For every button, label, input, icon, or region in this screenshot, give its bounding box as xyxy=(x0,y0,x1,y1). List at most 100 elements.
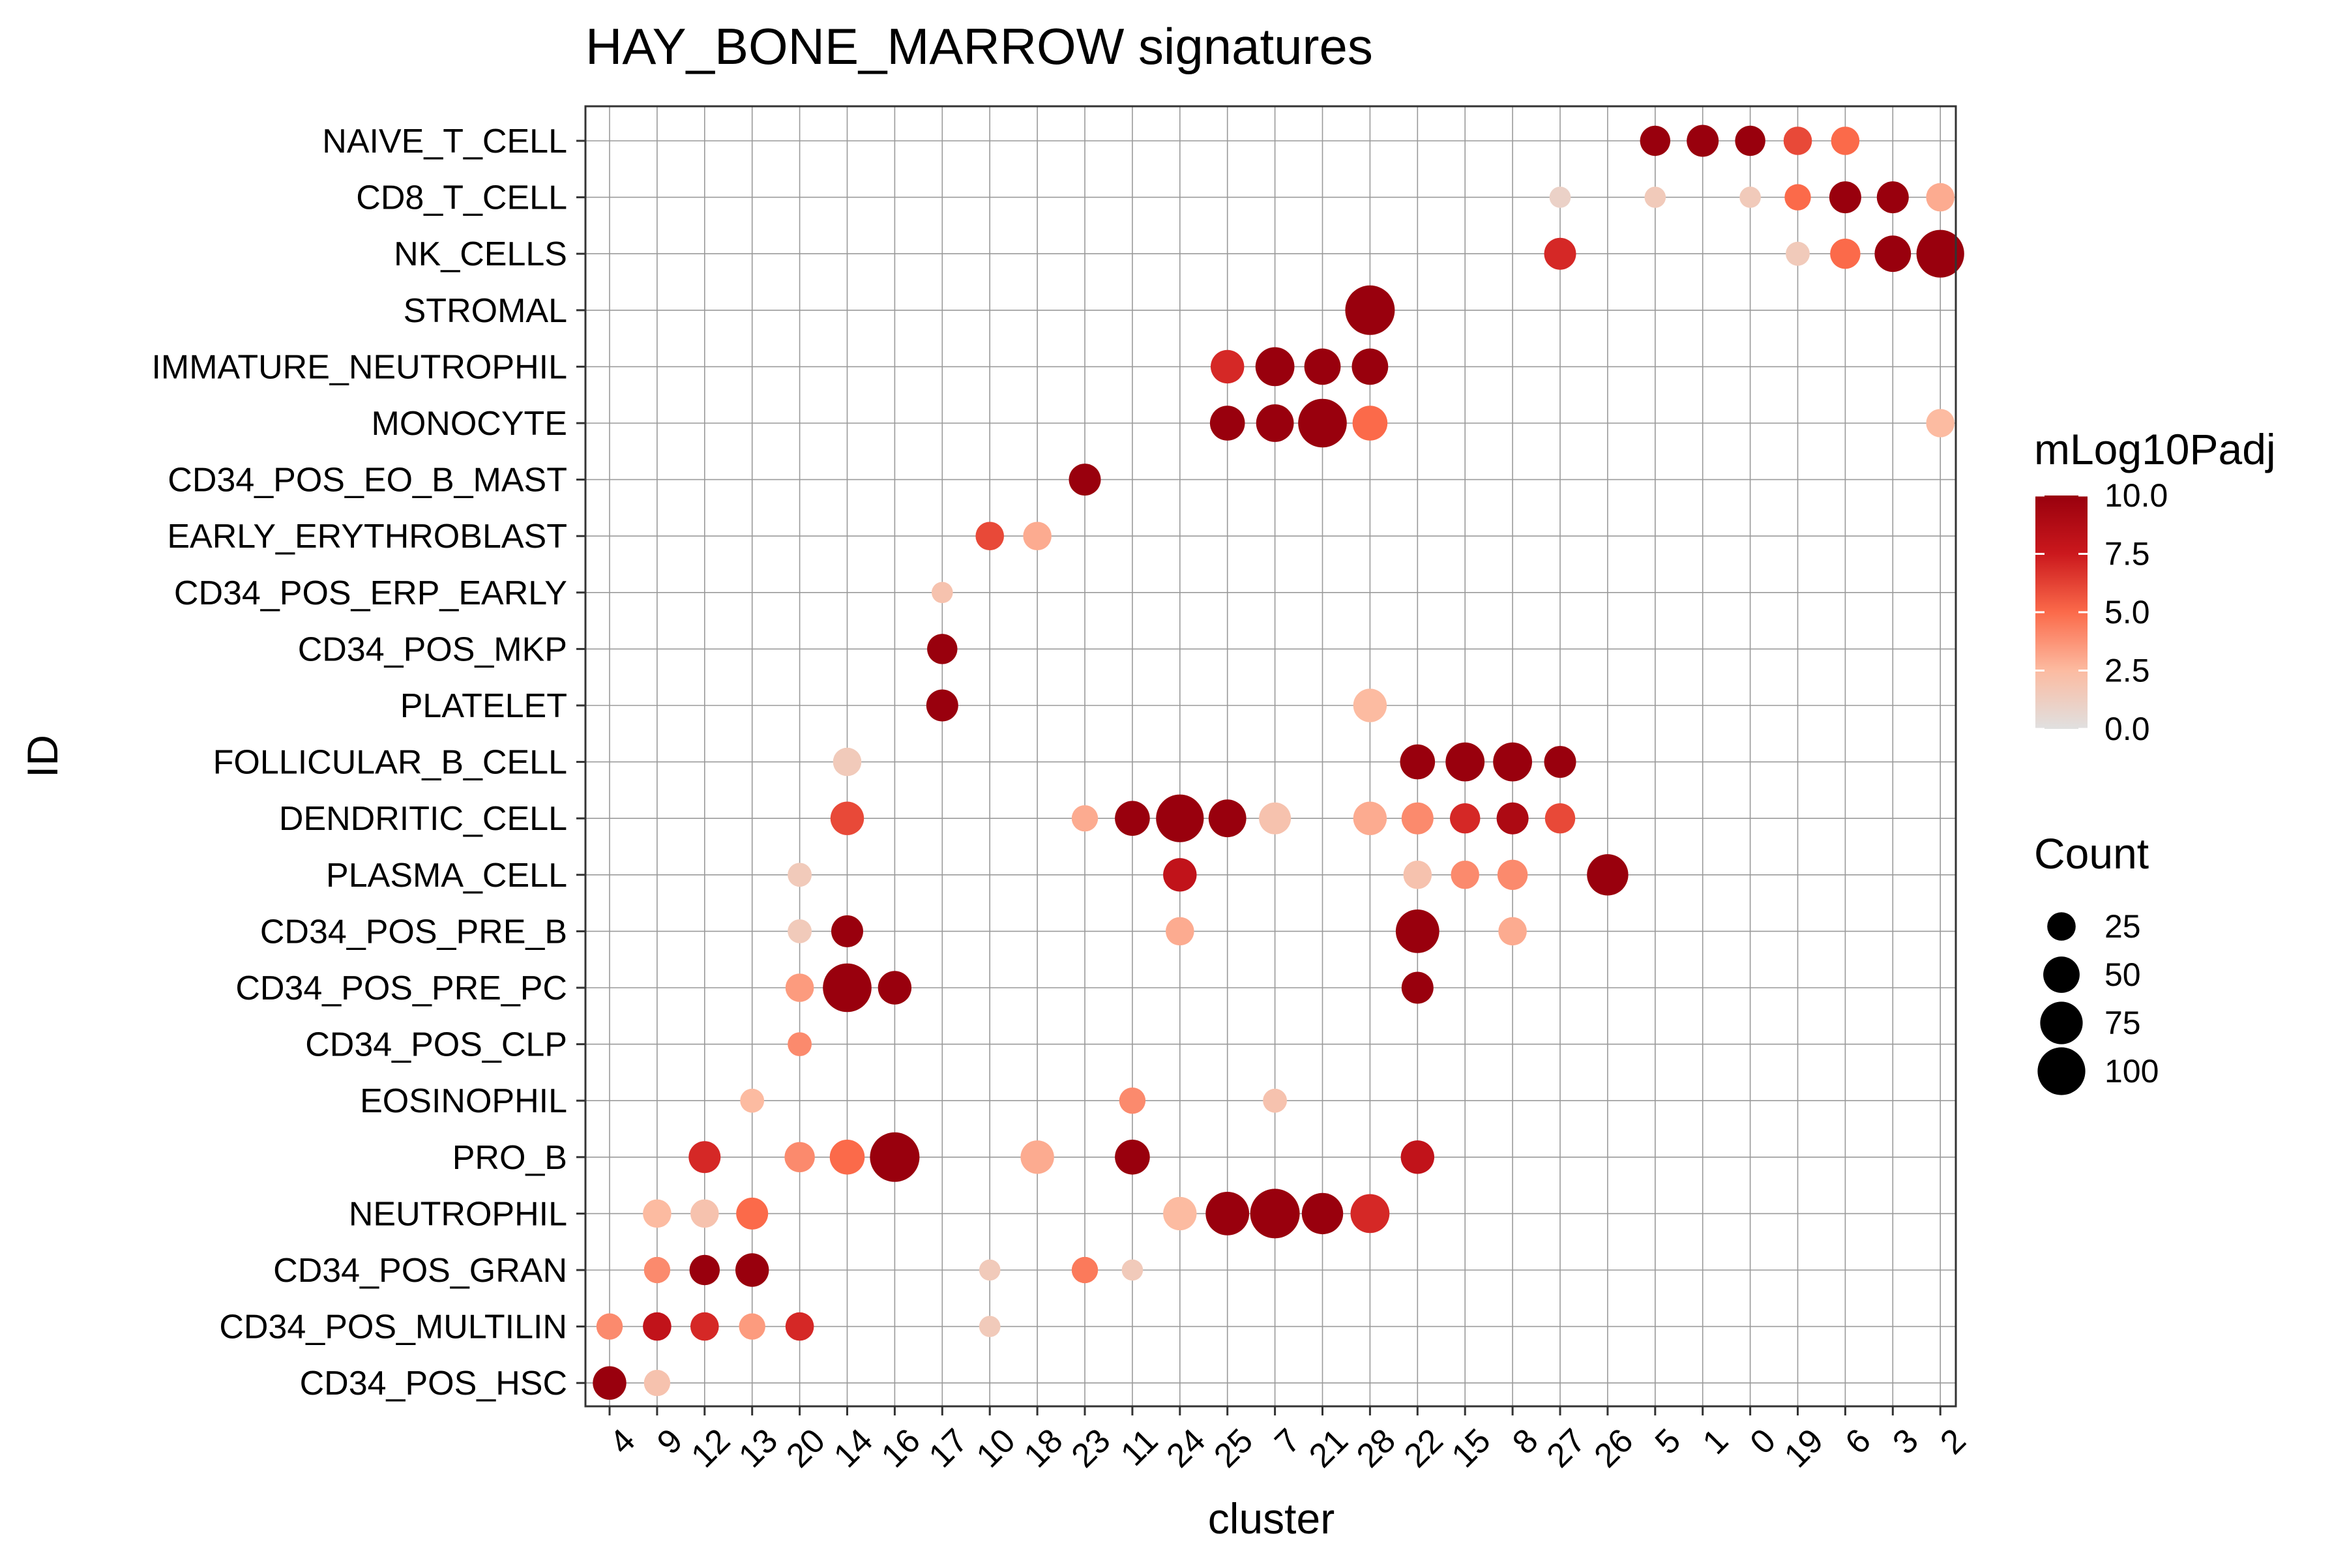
x-tick-label: 22 xyxy=(1397,1421,1451,1475)
x-tick-label: 17 xyxy=(922,1421,975,1475)
data-point xyxy=(1350,1194,1390,1234)
data-point xyxy=(1208,799,1247,838)
size-legend-dot xyxy=(2043,956,2080,993)
y-tick-label: CD34_POS_GRAN xyxy=(273,1252,567,1290)
data-point xyxy=(1304,348,1341,385)
data-point xyxy=(735,1253,769,1287)
data-point xyxy=(1493,742,1533,782)
data-point xyxy=(1830,239,1861,269)
grid xyxy=(585,106,1956,1406)
x-tick-label: 20 xyxy=(779,1421,833,1475)
data-point xyxy=(1156,794,1204,842)
data-point xyxy=(740,1088,765,1113)
size-legend-dot xyxy=(2037,1047,2086,1095)
y-axis-title: ID xyxy=(18,735,66,778)
x-tick-label: 27 xyxy=(1540,1421,1593,1475)
color-legend-label: 10.0 xyxy=(2104,477,2168,514)
data-point xyxy=(1071,805,1099,832)
data-point xyxy=(927,634,958,664)
x-tick-label: 14 xyxy=(827,1421,880,1475)
data-point xyxy=(1401,802,1434,835)
data-point xyxy=(1544,237,1576,270)
x-tick-label: 11 xyxy=(1114,1421,1165,1473)
size-legend-dot xyxy=(2040,1001,2083,1044)
data-point xyxy=(1020,1140,1054,1174)
data-point xyxy=(1256,404,1294,442)
y-tick-label: CD34_POS_ERP_EARLY xyxy=(174,574,567,612)
x-tick-label: 7 xyxy=(1268,1421,1308,1461)
size-legend-label: 50 xyxy=(2104,956,2141,993)
size-legend-label: 100 xyxy=(2104,1053,2159,1089)
data-point xyxy=(1351,348,1389,385)
y-tick-label: CD34_POS_PRE_B xyxy=(260,913,567,951)
x-tick-label: 8 xyxy=(1505,1421,1545,1461)
color-legend-label: 2.5 xyxy=(2104,653,2150,689)
y-tick-label: CD8_T_CELL xyxy=(356,179,567,217)
y-tick-label: CD34_POS_MKP xyxy=(298,630,567,668)
y-tick-label: NAIVE_T_CELL xyxy=(322,123,567,160)
x-tick-label: 12 xyxy=(684,1421,737,1475)
data-point xyxy=(1450,803,1481,834)
y-tick-label: NK_CELLS xyxy=(394,235,567,273)
data-point xyxy=(643,1370,671,1397)
data-point xyxy=(788,1032,812,1056)
data-point xyxy=(1916,229,1964,278)
data-point xyxy=(829,1140,865,1175)
data-point xyxy=(979,1316,1001,1337)
data-point xyxy=(831,915,863,947)
data-point xyxy=(788,919,812,943)
x-tick-label: 16 xyxy=(874,1421,928,1475)
data-point xyxy=(1211,349,1245,384)
data-point xyxy=(1876,181,1909,214)
y-tick-label: CD34_POS_MULTILIN xyxy=(219,1309,567,1346)
size-legend-dot xyxy=(2047,912,2076,941)
y-tick-label: CD34_POS_EO_B_MAST xyxy=(168,462,567,499)
data-point xyxy=(1829,181,1861,214)
data-point xyxy=(1263,1088,1287,1113)
data-point xyxy=(736,1197,769,1230)
data-point xyxy=(1786,241,1810,266)
data-point xyxy=(1549,186,1571,208)
x-tick-label: 5 xyxy=(1648,1421,1688,1461)
data-point xyxy=(593,1366,627,1400)
data-point xyxy=(1119,1087,1146,1114)
size-legend-label: 25 xyxy=(2104,908,2141,945)
data-point xyxy=(1401,971,1434,1004)
data-point xyxy=(596,1313,623,1340)
data-point xyxy=(1403,861,1432,889)
data-point xyxy=(688,1141,721,1174)
color-legend-ticks: 10.0 7.5 5.0 2.5 0.0 xyxy=(2035,477,2168,747)
data-point xyxy=(1071,1256,1099,1284)
y-tick-label: PLASMA_CELL xyxy=(326,857,567,895)
data-point xyxy=(1400,1140,1434,1174)
data-point xyxy=(739,1313,765,1340)
color-legend: mLog10Padj 10.0 7.5 5.0 2.5 0.0 xyxy=(2034,425,2276,747)
data-point xyxy=(830,801,864,835)
data-point xyxy=(1496,802,1529,835)
data-point xyxy=(1205,1192,1250,1235)
x-tick-label: 0 xyxy=(1743,1421,1783,1461)
size-legend-items: 25 50 75 100 xyxy=(2037,908,2159,1095)
x-tick-label: 18 xyxy=(1017,1421,1070,1475)
y-tick-label: FOLLICULAR_B_CELL xyxy=(213,744,567,782)
data-point xyxy=(643,1256,671,1284)
x-tick-label: 15 xyxy=(1445,1421,1498,1475)
data-point xyxy=(1926,183,1955,212)
data-point xyxy=(870,1132,920,1182)
data-point xyxy=(1735,125,1765,156)
x-tick-label: 4 xyxy=(602,1421,642,1461)
x-tick-label: 24 xyxy=(1159,1421,1213,1475)
data-point xyxy=(823,963,872,1013)
data-point xyxy=(1163,1196,1197,1231)
data-point xyxy=(1023,522,1052,550)
data-point xyxy=(932,582,953,604)
data-point xyxy=(1209,406,1245,441)
y-tick-label: PRO_B xyxy=(452,1139,567,1177)
data-point xyxy=(1544,746,1576,778)
y-tick-labels: NAIVE_T_CELL CD8_T_CELL NK_CELLS STROMAL IMM… xyxy=(151,123,585,1402)
data-point xyxy=(643,1312,672,1341)
y-tick-label: DENDRITIC_CELL xyxy=(279,800,567,838)
